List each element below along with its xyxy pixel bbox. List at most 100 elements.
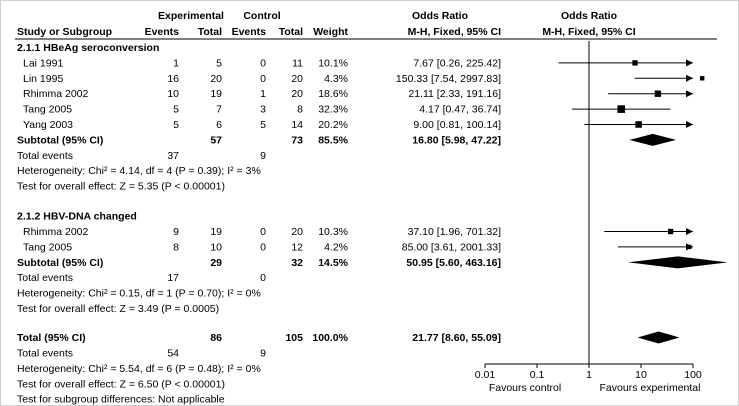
group-1-study-1-name: Lai 1991 [23, 57, 63, 69]
total-ctl-total: 105 [285, 332, 303, 344]
group-2-study-2-ctl-total: 12 [291, 241, 303, 253]
group-1-study-2-ctl-events: 0 [260, 73, 266, 85]
group-1-study-2-exp-events: 16 [167, 73, 179, 85]
group-2-study-2-ci-text: 85.00 [3.61, 2001.33] [402, 241, 501, 253]
group-2-study-2-ctl-events: 0 [260, 241, 266, 253]
favours-control-label: Favours control [489, 382, 561, 394]
group-1-total-events-exp: 37 [167, 150, 179, 162]
group-1-study-5-name: Yang 2003 [23, 119, 73, 131]
total-exp-total: 86 [210, 332, 222, 344]
total-events-ctl: 9 [260, 347, 266, 359]
group-1-subtotal-weight: 85.5% [318, 134, 348, 146]
x-tick-label-4: 10 [635, 369, 647, 381]
group-2-total-events-ctl: 0 [260, 272, 266, 284]
group-1-study-1-exp-total: 5 [216, 57, 222, 69]
group-2-study-2-name: Tang 2005 [23, 241, 72, 253]
group-1-subtotal-diamond [629, 133, 677, 146]
header-method-mid: M-H, Fixed, 95% CI [408, 26, 501, 38]
total-diamond [637, 331, 680, 344]
total-heterogeneity: Heterogeneity: Chi² = 5.54, df = 6 (P = … [17, 363, 261, 375]
subgroup-differences: Test for subgroup differences: Not appli… [17, 394, 225, 405]
group-1-study-5-exp-total: 6 [216, 119, 222, 131]
group-1-subtotal-exp-total: 57 [210, 134, 222, 146]
group-1-study-3-name: Rhimma 2002 [23, 88, 89, 100]
group-1-subtotal-label: Subtotal (95% CI) [17, 134, 103, 146]
group-1-subtotal-ctl-total: 73 [291, 134, 303, 146]
group-1-study-4-exp-events: 5 [173, 104, 179, 116]
group-1-study-5-ci-arrow [686, 121, 693, 128]
group-1-study-1-ci-text: 7.67 [0.26, 225.42] [413, 57, 501, 69]
group-2-overall-effect: Test for overall effect: Z = 3.49 (P = 0… [17, 303, 219, 315]
group-1-study-2-ci-arrow [686, 74, 693, 82]
group-2-total-events-label: Total events [17, 272, 73, 284]
group-1-study-4-ctl-events: 3 [260, 104, 266, 116]
group-1-study-2-name: Lin 1995 [23, 73, 63, 85]
group-1-study-1-exp-events: 1 [173, 57, 179, 69]
group-1-study-4-ctl-total: 8 [297, 104, 303, 116]
group-1-study-3-weight: 18.6% [318, 88, 348, 100]
total-events-label: Total events [17, 347, 73, 359]
group-2-study-1-ctl-events: 0 [260, 226, 266, 238]
group-1-study-5-weight: 20.2% [318, 119, 348, 131]
group-2-subtotal-label: Subtotal (95% CI) [17, 257, 103, 269]
header-ctl-total: Total [279, 26, 303, 38]
group-1-total-events-label: Total events [17, 150, 73, 162]
group-1-study-5-exp-events: 5 [173, 119, 179, 131]
x-tick-label-1: 0.01 [475, 369, 496, 381]
group-1-study-3-exp-events: 10 [167, 88, 179, 100]
group-1-study-2-ctl-total: 20 [291, 73, 303, 85]
group-1-heterogeneity: Heterogeneity: Chi² = 4.14, df = 4 (P = … [17, 165, 261, 177]
header-method-right: M-H, Fixed, 95% CI [542, 26, 635, 38]
group-1-study-3-point [654, 90, 662, 97]
group-1-study-4-point [617, 105, 626, 113]
group-1-study-1-ctl-events: 0 [260, 57, 266, 69]
group-1-study-1-ci-arrow [686, 59, 693, 67]
header-weight: Weight [313, 26, 348, 38]
group-2-study-2-weight: 4.2% [324, 241, 348, 253]
group-2-study-1-exp-total: 19 [210, 226, 222, 238]
group-2-study-1-exp-events: 9 [173, 226, 179, 238]
group-1-study-5-ctl-events: 5 [260, 119, 266, 131]
group-1-study-1-point [632, 60, 638, 66]
group-1-study-1-ctl-total: 11 [292, 57, 303, 69]
header-odds-ratio-mid: Odds Ratio [412, 10, 468, 22]
group-2-study-2-exp-events: 8 [173, 241, 179, 253]
group-2-subtotal-diamond [627, 256, 728, 269]
group-2-study-2-point [687, 244, 692, 250]
group-1-overall-effect: Test for overall effect: Z = 5.35 (P < 0… [17, 181, 225, 193]
total-weight: 100.0% [312, 332, 348, 344]
group-2-study-1-weight: 10.3% [318, 226, 348, 238]
group-2-study-1-name: Rhimma 2002 [23, 226, 89, 238]
group-2-subtotal-weight: 14.5% [318, 257, 348, 269]
group-1-study-1-weight: 10.1% [318, 57, 348, 69]
group-1-study-3-ctl-events: 1 [260, 88, 266, 100]
x-tick-label-2: 0.1 [530, 369, 545, 381]
header-experimental: Experimental [158, 10, 224, 22]
total-label: Total (95% CI) [17, 332, 86, 344]
group-2-study-1-ci-text: 37.10 [1.96, 701.32] [408, 226, 501, 238]
group-1-study-5-ci-text: 9.00 [0.81, 100.14] [413, 119, 501, 131]
group-1-label: 2.1.1 HBeAg seroconversion [17, 42, 159, 54]
group-1-study-3-ctl-total: 20 [291, 88, 303, 100]
header-exp-events: Events [145, 26, 180, 38]
group-1-study-2-ci-text: 150.33 [7.54, 2997.83] [396, 73, 501, 85]
group-2-subtotal-ci-text: 50.95 [5.60, 463.16] [406, 257, 501, 269]
group-1-study-5-ctl-total: 14 [291, 119, 303, 131]
group-2-study-2-exp-total: 10 [210, 241, 222, 253]
group-1-subtotal-ci-text: 16.80 [5.98, 47.22] [412, 134, 501, 146]
group-2-subtotal-exp-total: 29 [210, 257, 222, 269]
group-2-study-1-point [667, 228, 674, 235]
group-2-subtotal-ctl-total: 32 [291, 257, 303, 269]
group-2-heterogeneity: Heterogeneity: Chi² = 0.15, df = 1 (P = … [17, 288, 261, 300]
header-control: Control [243, 10, 280, 22]
group-1-study-5-point [635, 121, 642, 128]
group-1-study-2-exp-total: 20 [210, 73, 222, 85]
group-1-study-3-ci-arrow [686, 90, 693, 98]
group-1-study-4-exp-total: 7 [216, 104, 222, 116]
x-tick-label-3: 1 [586, 369, 592, 381]
group-2-study-1-ci-arrow [686, 228, 693, 236]
group-2-label: 2.1.2 HBV-DNA changed [17, 211, 137, 223]
group-1-study-3-ci-text: 21.11 [2.33, 191.16] [408, 88, 501, 100]
